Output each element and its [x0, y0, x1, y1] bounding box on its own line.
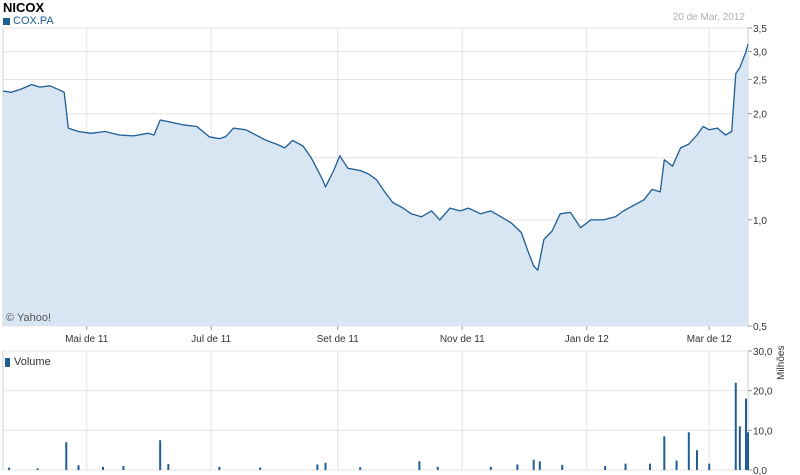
volume-y-tick-label: 30,0 — [753, 347, 773, 358]
date-label: 20 de Mar, 2012 — [672, 12, 745, 23]
volume-bar — [8, 467, 11, 470]
x-tick-label: Jan de 12 — [565, 334, 609, 345]
volume-bar — [259, 467, 262, 470]
volume-bar — [734, 382, 737, 470]
volume-y-tick-label: 20,0 — [753, 387, 773, 398]
volume-bar — [436, 466, 439, 470]
volume-bar — [77, 465, 80, 470]
watermark: © Yahoo! — [6, 312, 52, 324]
volume-bar — [359, 467, 362, 470]
price-line — [2, 43, 749, 271]
volume-unit-label: Milhões — [776, 345, 787, 380]
volume-bar — [65, 442, 68, 470]
price-y-tick-label: 2,5 — [753, 76, 767, 87]
volume-bar — [663, 436, 666, 470]
x-tick-label: Mar de 12 — [687, 334, 732, 345]
volume-swatch — [5, 357, 10, 367]
price-y-tick-label: 3,5 — [753, 24, 767, 35]
volume-plot-area — [2, 350, 749, 471]
x-tick-label: Set de 11 — [317, 334, 360, 345]
volume-bar — [675, 460, 678, 470]
volume-bar — [708, 463, 711, 470]
volume-y-tick-label: 0,0 — [753, 466, 767, 475]
volume-legend: Volume — [5, 356, 51, 368]
volume-bar — [604, 466, 607, 470]
volume-bar — [316, 464, 319, 470]
ticker-legend[interactable]: COX.PA — [3, 15, 54, 27]
x-tick-label: Nov de 11 — [440, 334, 485, 345]
volume-bar — [687, 432, 690, 470]
volume-bar — [649, 463, 652, 470]
volume-bar — [218, 466, 221, 470]
volume-bar — [159, 440, 162, 470]
legend-swatch — [3, 17, 10, 25]
volume-bar — [744, 398, 747, 470]
price-y-tick-label: 1,5 — [753, 154, 767, 165]
volume-bar — [738, 426, 741, 470]
price-y-tick-label: 3,0 — [753, 48, 767, 59]
volume-bar — [489, 466, 492, 470]
price-y-tick-label: 1,0 — [753, 216, 767, 227]
volume-y-tick-label: 10,0 — [753, 426, 773, 437]
volume-bar — [538, 461, 541, 470]
price-y-tick-label: 0,5 — [753, 322, 767, 333]
volume-bar — [516, 464, 519, 470]
x-tick-label: Mai de 11 — [65, 334, 109, 345]
ticker-label[interactable]: COX.PA — [13, 15, 54, 27]
volume-bar — [747, 432, 749, 470]
volume-bar — [324, 462, 327, 470]
volume-bar — [102, 466, 105, 470]
price-area-fill — [3, 44, 748, 326]
volume-bar — [122, 466, 125, 470]
volume-bar — [695, 450, 698, 470]
chart-title: NICOX — [3, 0, 45, 15]
volume-label: Volume — [14, 356, 51, 368]
volume-bar — [532, 459, 535, 470]
volume-bar — [561, 464, 564, 470]
volume-panel: 0,0 10,0 20,0 30,0 — [2, 347, 773, 475]
volume-bar — [36, 468, 39, 470]
x-tick-label: Jul de 11 — [191, 334, 231, 345]
volume-bar — [624, 463, 627, 470]
volume-bar — [418, 461, 421, 470]
price-y-tick-label: 2,0 — [753, 110, 767, 121]
volume-bar — [167, 464, 170, 470]
price-panel: 0,5 1,0 1,5 2,0 2,5 3,0 3,5 Mai de 11 Jul de 11 S… — [2, 24, 767, 345]
